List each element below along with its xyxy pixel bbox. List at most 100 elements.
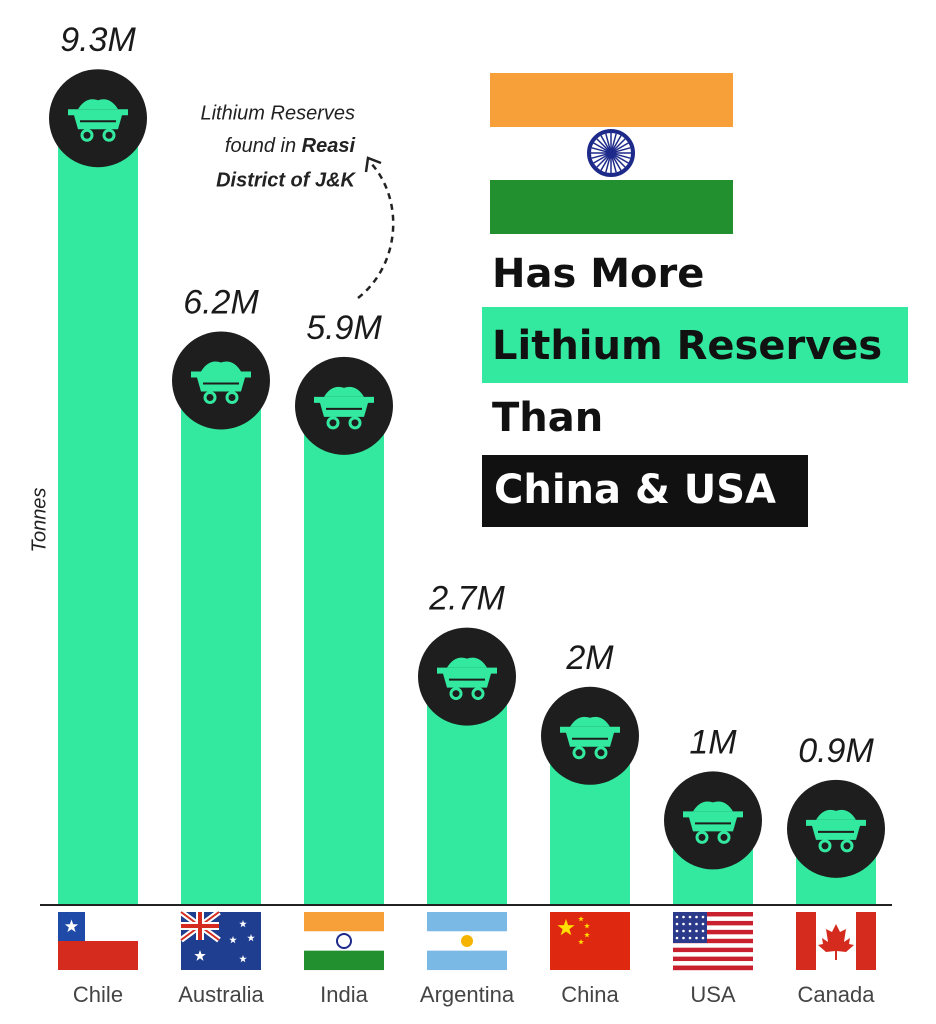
highlight-box (482, 455, 808, 527)
cart-body (191, 371, 251, 392)
bar-icon (664, 771, 762, 870)
flag (427, 912, 507, 971)
cart-wheel (326, 416, 340, 430)
flag-part (673, 965, 753, 971)
flag-star (64, 919, 79, 933)
flag-part (336, 933, 352, 949)
flag-part (673, 925, 753, 931)
cart-body (560, 726, 620, 747)
flag (673, 912, 753, 971)
flag-part (427, 950, 507, 971)
x-tick-label: Australia (178, 982, 264, 1007)
flag-part (673, 916, 753, 922)
cart-wheel (717, 830, 731, 844)
flag-part (673, 952, 753, 957)
flag-part (695, 915, 698, 919)
flag-part (673, 929, 753, 935)
flag-part (701, 929, 705, 933)
cart-load (693, 801, 733, 812)
bar (181, 380, 261, 906)
cart-wheel (449, 687, 463, 701)
flag-part (673, 938, 753, 944)
cart-wheel (102, 128, 116, 142)
chakra-spoke (591, 147, 631, 159)
cart-body (683, 811, 743, 832)
flag (550, 912, 630, 970)
flag-part (688, 915, 692, 919)
cart-load (324, 386, 364, 397)
flag-part (688, 922, 692, 926)
flag-part (304, 931, 384, 951)
cart-load (78, 99, 118, 110)
cart-wheel (818, 839, 832, 853)
flag-star (229, 936, 237, 944)
annotation-arrow (357, 161, 395, 299)
annotation: District of J&K (216, 169, 356, 191)
flag-part (701, 936, 705, 940)
flag-star (557, 919, 575, 936)
headline: China & USA (494, 467, 776, 513)
flag-part (673, 947, 753, 953)
flag-part (818, 924, 854, 960)
headline: Has More (492, 251, 704, 297)
headline: Than (492, 395, 603, 441)
bar (58, 118, 138, 906)
flag-part (427, 912, 507, 932)
bar-icon (418, 627, 516, 726)
value-label: 0.9M (798, 732, 874, 770)
flag-part (688, 936, 692, 940)
y-axis-label: Tonnes (28, 488, 50, 553)
flag-part (181, 912, 219, 940)
flag-part (701, 922, 705, 926)
flag-star (194, 950, 206, 961)
flag (796, 912, 876, 970)
cart-wheel (203, 390, 217, 404)
flag-part (673, 912, 753, 917)
x-tick-label: Argentina (420, 982, 515, 1007)
cart-wheel (471, 687, 485, 701)
cart-load (447, 657, 487, 668)
cart-wheel (572, 746, 586, 760)
flag-part (675, 929, 679, 933)
cart-wheel (225, 390, 239, 404)
cart-body (437, 667, 497, 688)
flag-part (695, 936, 698, 940)
x-tick-label: Chile (73, 982, 123, 1007)
flag-part (682, 915, 685, 919)
flag-part (682, 922, 685, 926)
flag-part (682, 936, 685, 940)
value-label: 2M (565, 639, 614, 677)
value-label: 5.9M (306, 309, 382, 347)
flag-star (578, 916, 584, 922)
cart-body (68, 109, 128, 130)
cart-load (201, 361, 241, 372)
flag (58, 912, 138, 970)
value-label: 2.7M (428, 580, 505, 618)
flag-part (304, 950, 384, 971)
flag-part (673, 934, 753, 939)
flag-part (675, 922, 679, 926)
india-flag (490, 73, 733, 234)
x-tick-label: Canada (797, 982, 875, 1007)
bar-icon (49, 69, 147, 168)
bars: 9.3M Chile 6.2M Australia 5.9M India 2.7M Argen… (49, 21, 885, 1007)
cart-wheel (594, 746, 608, 760)
headline: Lithium Reserves (492, 323, 882, 369)
x-tick-label: USA (690, 982, 736, 1007)
flag-part (550, 912, 630, 970)
bar (304, 405, 384, 905)
flag-part (673, 943, 753, 948)
flag-part (58, 941, 138, 970)
flag-part (695, 922, 698, 926)
flag-star (578, 939, 584, 945)
cart-wheel (80, 128, 94, 142)
cart-wheel (840, 839, 854, 853)
x-tick-label: China (561, 982, 619, 1007)
flag-star (584, 932, 590, 938)
flag-part (673, 956, 753, 962)
cart-load (570, 716, 610, 727)
flag-part (675, 915, 679, 919)
cart-body (314, 396, 374, 417)
flag-part (673, 920, 753, 926)
